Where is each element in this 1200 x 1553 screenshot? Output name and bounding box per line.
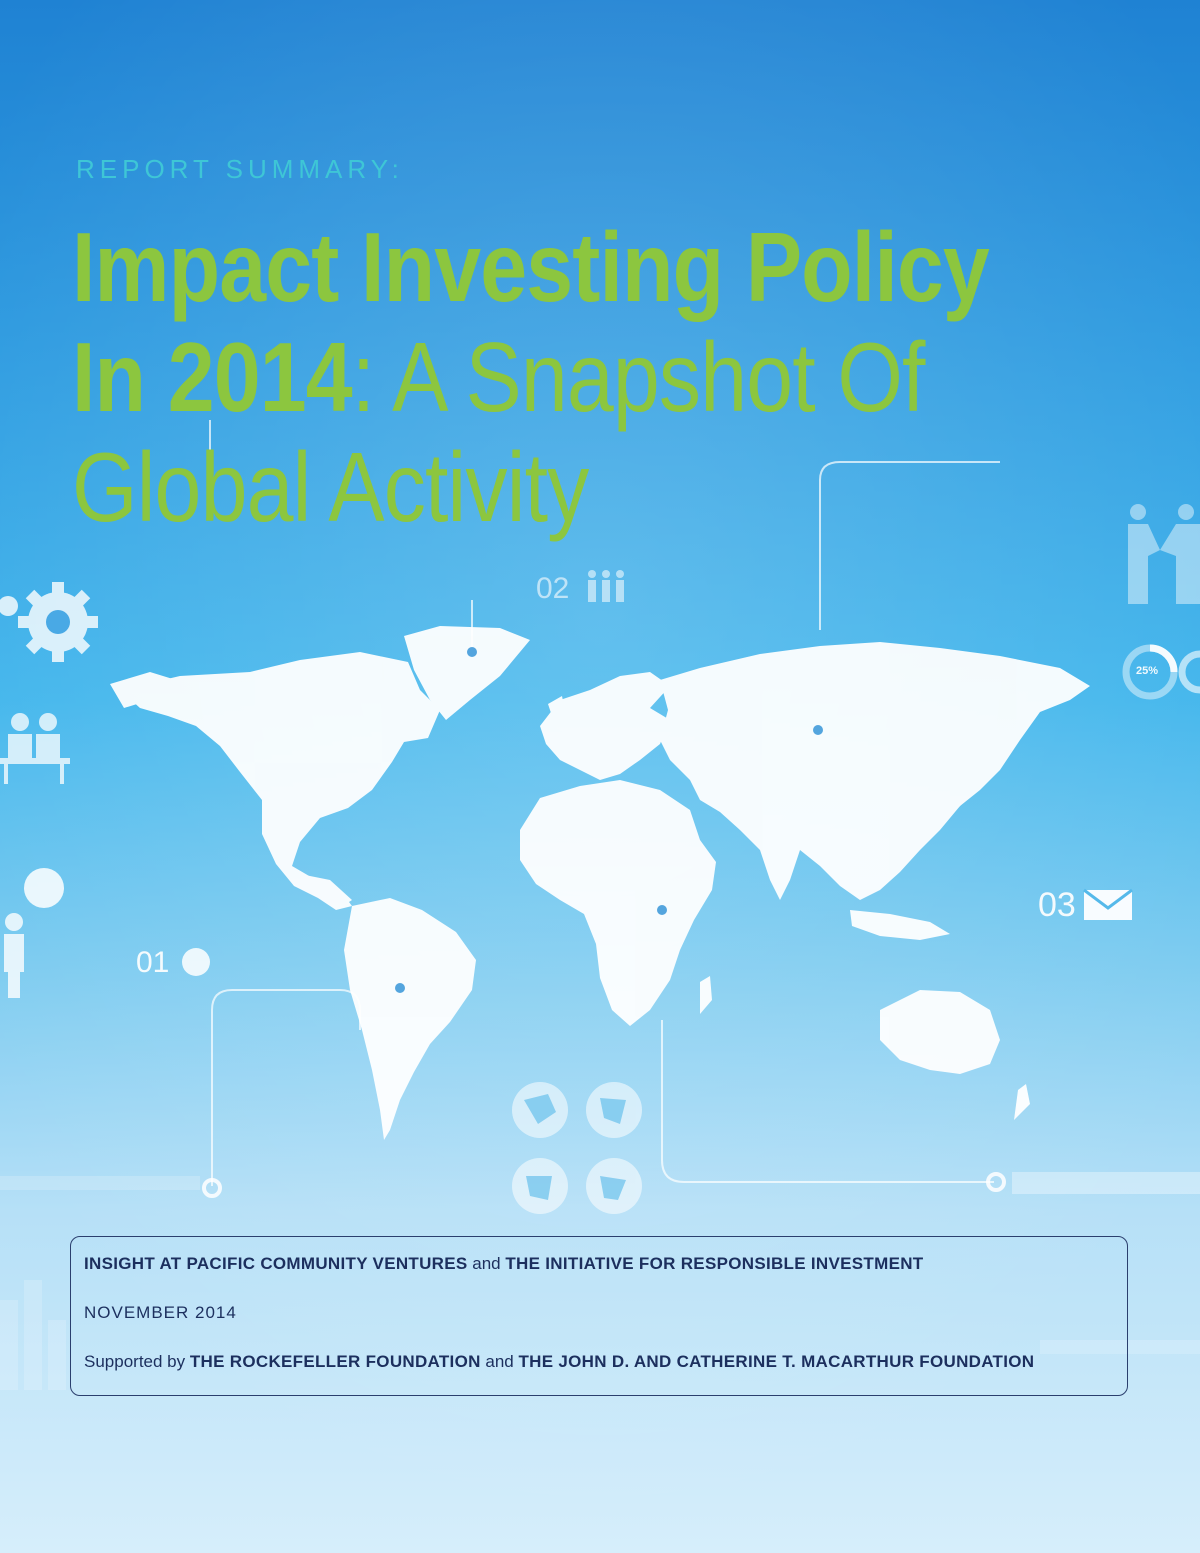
graphic-label-01: 01 xyxy=(136,946,170,979)
publication-info-box: INSIGHT AT PACIFIC COMMUNITY VENTURES an… xyxy=(70,1236,1128,1396)
envelope-icon xyxy=(1083,888,1133,920)
supporter-org-2: THE JOHN D. AND CATHERINE T. MACARTHUR F… xyxy=(518,1352,1035,1371)
gear-icon xyxy=(0,582,98,662)
supporters-line: Supported by THE ROCKEFELLER FOUNDATION … xyxy=(84,1352,1034,1372)
authors-line: INSIGHT AT PACIFIC COMMUNITY VENTURES an… xyxy=(84,1254,923,1274)
globe-icon xyxy=(182,948,210,976)
speech-bubble-icon xyxy=(24,868,64,908)
graphic-label-02: 02 xyxy=(536,572,570,605)
title-line-2-bold: In 2014 xyxy=(72,322,353,432)
report-eyebrow: REPORT SUMMARY: xyxy=(76,154,404,184)
publication-date: NOVEMBER 2014 xyxy=(84,1303,237,1322)
graphic-label-03: 03 xyxy=(1038,886,1076,924)
report-title: Impact Investing Policy In 2014: A Snaps… xyxy=(72,212,1018,542)
title-line-3: Global Activity xyxy=(72,432,589,542)
author-org-2: THE INITIATIVE FOR RESPONSIBLE INVESTMEN… xyxy=(505,1254,924,1273)
donut-percent-label: 25% xyxy=(1136,665,1159,677)
world-map-icon xyxy=(110,626,1090,1140)
people-icon xyxy=(0,713,70,784)
donut-chart-icon xyxy=(1122,644,1200,700)
conjunction: and xyxy=(480,1352,519,1371)
people-icon xyxy=(588,570,624,602)
map-pins xyxy=(395,647,823,993)
title-line-1: Impact Investing Policy xyxy=(72,212,990,322)
author-org-1: INSIGHT AT PACIFIC COMMUNITY VENTURES xyxy=(84,1254,468,1273)
conjunction: and xyxy=(467,1254,506,1273)
supporter-org-1: THE ROCKEFELLER FOUNDATION xyxy=(189,1352,481,1371)
person-icon xyxy=(4,913,24,998)
progress-strip xyxy=(0,1176,200,1190)
node-circle xyxy=(986,1172,1006,1192)
progress-strip xyxy=(1012,1172,1200,1194)
title-line-2-light: : A Snapshot Of xyxy=(351,322,926,432)
handshake-icon xyxy=(1128,504,1200,604)
node-circle xyxy=(202,1178,222,1198)
supported-by-prefix: Supported by xyxy=(84,1352,190,1371)
faint-bar-graphic xyxy=(0,1280,1200,1390)
